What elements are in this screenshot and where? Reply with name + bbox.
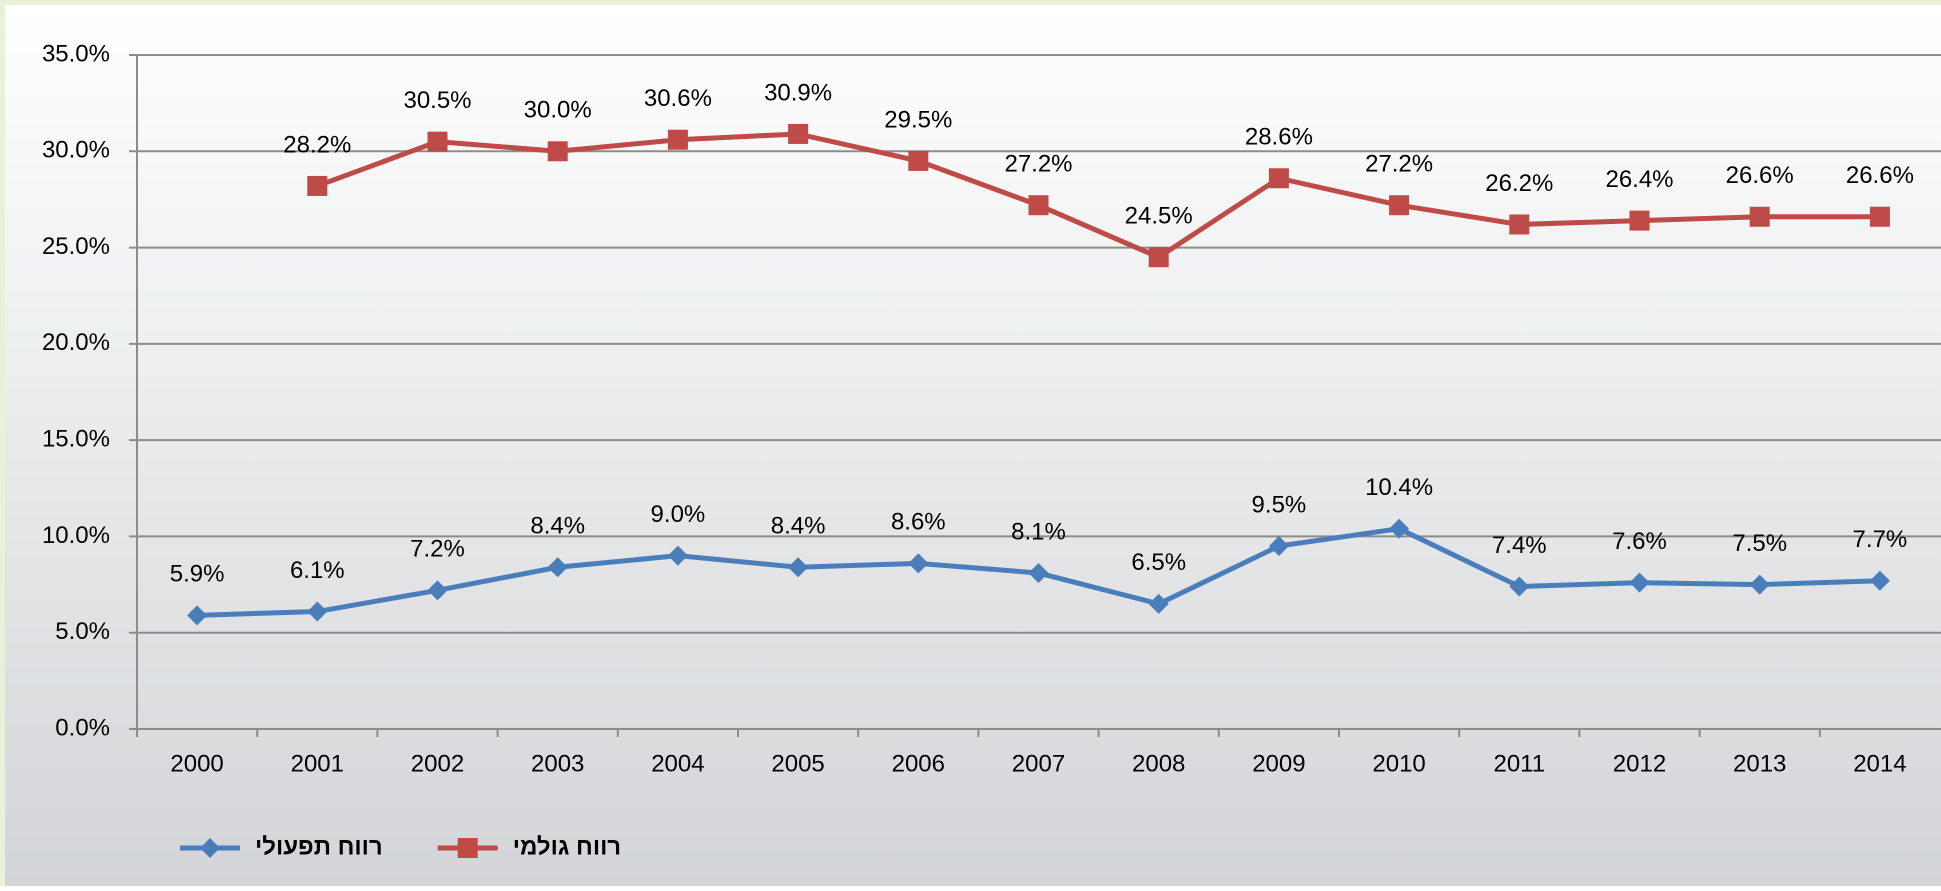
data-label: 9.5% bbox=[1252, 491, 1307, 518]
marker bbox=[788, 557, 809, 578]
legend-label: רווח גולמי bbox=[513, 833, 621, 860]
data-label: 8.6% bbox=[891, 509, 946, 536]
legend-label: רווח תפעולי bbox=[255, 833, 383, 860]
data-label: 28.6% bbox=[1245, 124, 1313, 151]
marker bbox=[547, 141, 568, 162]
data-label: 30.0% bbox=[524, 97, 592, 124]
x-tick-label: 2010 bbox=[1372, 750, 1425, 777]
line bbox=[316, 131, 1880, 261]
y-tick-label: 30.0% bbox=[42, 137, 110, 164]
data-label: 29.5% bbox=[884, 106, 952, 133]
data-label: 8.4% bbox=[530, 513, 585, 540]
marker bbox=[908, 553, 929, 574]
y-tick-label: 35.0% bbox=[42, 40, 110, 67]
marker bbox=[667, 545, 688, 566]
marker bbox=[427, 580, 448, 601]
marker bbox=[307, 601, 328, 622]
marker bbox=[427, 131, 448, 152]
x-tick-label: 2008 bbox=[1132, 750, 1185, 777]
data-label: 30.5% bbox=[403, 87, 471, 114]
marker bbox=[307, 175, 328, 196]
marker bbox=[1629, 210, 1650, 231]
x-tick-label: 2001 bbox=[291, 750, 344, 777]
data-label: 7.7% bbox=[1853, 526, 1908, 553]
y-tick-label: 0.0% bbox=[55, 714, 110, 741]
data-label: 26.2% bbox=[1485, 170, 1553, 197]
marker bbox=[1509, 576, 1530, 597]
data-label: 6.5% bbox=[1131, 549, 1186, 576]
x-tick-label: 2012 bbox=[1613, 750, 1666, 777]
marker bbox=[457, 838, 478, 858]
data-label: 8.1% bbox=[1011, 518, 1066, 545]
x-tick-label: 2006 bbox=[892, 750, 945, 777]
x-tick-label: 2002 bbox=[411, 750, 464, 777]
data-label: 24.5% bbox=[1125, 203, 1193, 230]
data-label: 28.2% bbox=[283, 131, 351, 158]
data-label: 26.6% bbox=[1846, 162, 1914, 189]
y-tick-label: 5.0% bbox=[55, 618, 110, 645]
data-label: 7.5% bbox=[1732, 530, 1787, 557]
x-tick-label: 2000 bbox=[170, 750, 223, 777]
marker bbox=[1749, 574, 1770, 595]
data-label: 9.0% bbox=[651, 501, 706, 528]
y-tick-label: 25.0% bbox=[42, 233, 110, 260]
marker bbox=[1148, 593, 1169, 614]
data-label: 8.4% bbox=[771, 513, 826, 540]
marker bbox=[1509, 214, 1530, 235]
marker bbox=[1268, 168, 1289, 189]
x-tick-label: 2004 bbox=[651, 750, 704, 777]
marker bbox=[1389, 518, 1410, 539]
marker bbox=[1028, 195, 1049, 216]
data-label: 27.2% bbox=[1004, 151, 1072, 178]
x-tick-label: 2003 bbox=[531, 750, 584, 777]
data-label: 26.6% bbox=[1726, 162, 1794, 189]
marker bbox=[908, 150, 929, 171]
marker bbox=[187, 605, 208, 626]
x-tick-label: 2013 bbox=[1733, 750, 1786, 777]
marker bbox=[200, 838, 220, 858]
x-tick-label: 2007 bbox=[1012, 750, 1065, 777]
marker bbox=[1749, 206, 1770, 227]
marker bbox=[788, 123, 809, 144]
data-label: 30.9% bbox=[764, 79, 832, 106]
marker bbox=[1869, 206, 1890, 227]
marker bbox=[1869, 570, 1890, 591]
marker bbox=[1268, 536, 1289, 557]
marker bbox=[1148, 247, 1169, 268]
data-label: 10.4% bbox=[1365, 474, 1433, 501]
data-label: 7.2% bbox=[410, 536, 465, 563]
data-label: 7.6% bbox=[1612, 528, 1667, 555]
y-tick-label: 15.0% bbox=[42, 425, 110, 452]
marker bbox=[547, 557, 568, 578]
marker bbox=[667, 129, 688, 150]
data-label: 26.4% bbox=[1605, 166, 1673, 193]
x-tick-label: 2014 bbox=[1853, 750, 1906, 777]
marker bbox=[1629, 572, 1650, 593]
x-tick-label: 2009 bbox=[1252, 750, 1305, 777]
y-tick-label: 20.0% bbox=[42, 329, 110, 356]
data-label: 30.6% bbox=[644, 85, 712, 112]
x-tick-label: 2011 bbox=[1493, 750, 1545, 777]
data-label: 5.9% bbox=[170, 561, 225, 588]
y-tick-label: 10.0% bbox=[42, 522, 110, 549]
marker bbox=[1028, 563, 1049, 584]
x-tick-label: 2005 bbox=[771, 750, 824, 777]
marker bbox=[1389, 195, 1410, 216]
data-label: 6.1% bbox=[290, 557, 345, 584]
data-label: 27.2% bbox=[1365, 151, 1433, 178]
data-label: 7.4% bbox=[1492, 532, 1547, 559]
